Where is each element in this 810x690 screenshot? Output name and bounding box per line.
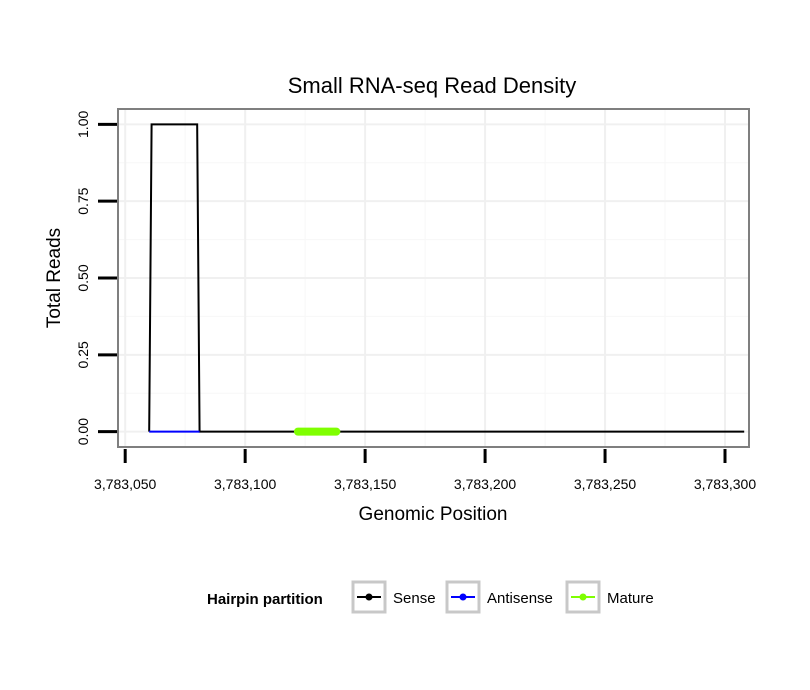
y-tick-label: 0.25 [75, 341, 91, 368]
x-tick-label: 3,783,300 [694, 476, 756, 492]
x-tick-label: 3,783,100 [214, 476, 276, 492]
series-line-sense [148, 123, 745, 433]
legend-label-mature: Mature [607, 590, 654, 607]
x-tick-label: 3,783,250 [574, 476, 636, 492]
y-axis-title: Total Reads [44, 228, 65, 328]
y-tick-label: 0.50 [75, 264, 91, 291]
legend-key-point [459, 593, 467, 601]
legend-key-point [365, 593, 373, 601]
legend-label-antisense: Antisense [487, 590, 553, 607]
x-axis: 3,783,050 3,783,100 3,783,150 3,783,200 3,78… [94, 449, 756, 492]
legend-label-sense: Sense [393, 590, 436, 607]
x-tick-label: 3,783,050 [94, 476, 156, 492]
series-layer [148, 123, 745, 436]
chart-title: Small RNA-seq Read Density [288, 73, 577, 98]
legend: Hairpin partition Sense Antisense Mature [207, 580, 654, 614]
y-tick-label: 0.00 [75, 418, 91, 445]
y-tick-label: 0.75 [75, 187, 91, 214]
y-tick-label: 1.00 [75, 111, 91, 138]
x-tick-label: 3,783,200 [454, 476, 516, 492]
x-tick-label: 3,783,150 [334, 476, 396, 492]
legend-key-point [579, 593, 587, 601]
x-axis-title: Genomic Position [359, 504, 508, 525]
y-axis: 0.00 0.25 0.50 0.75 1.00 [75, 111, 117, 445]
panel-border [117, 108, 750, 448]
legend-title: Hairpin partition [207, 591, 323, 608]
